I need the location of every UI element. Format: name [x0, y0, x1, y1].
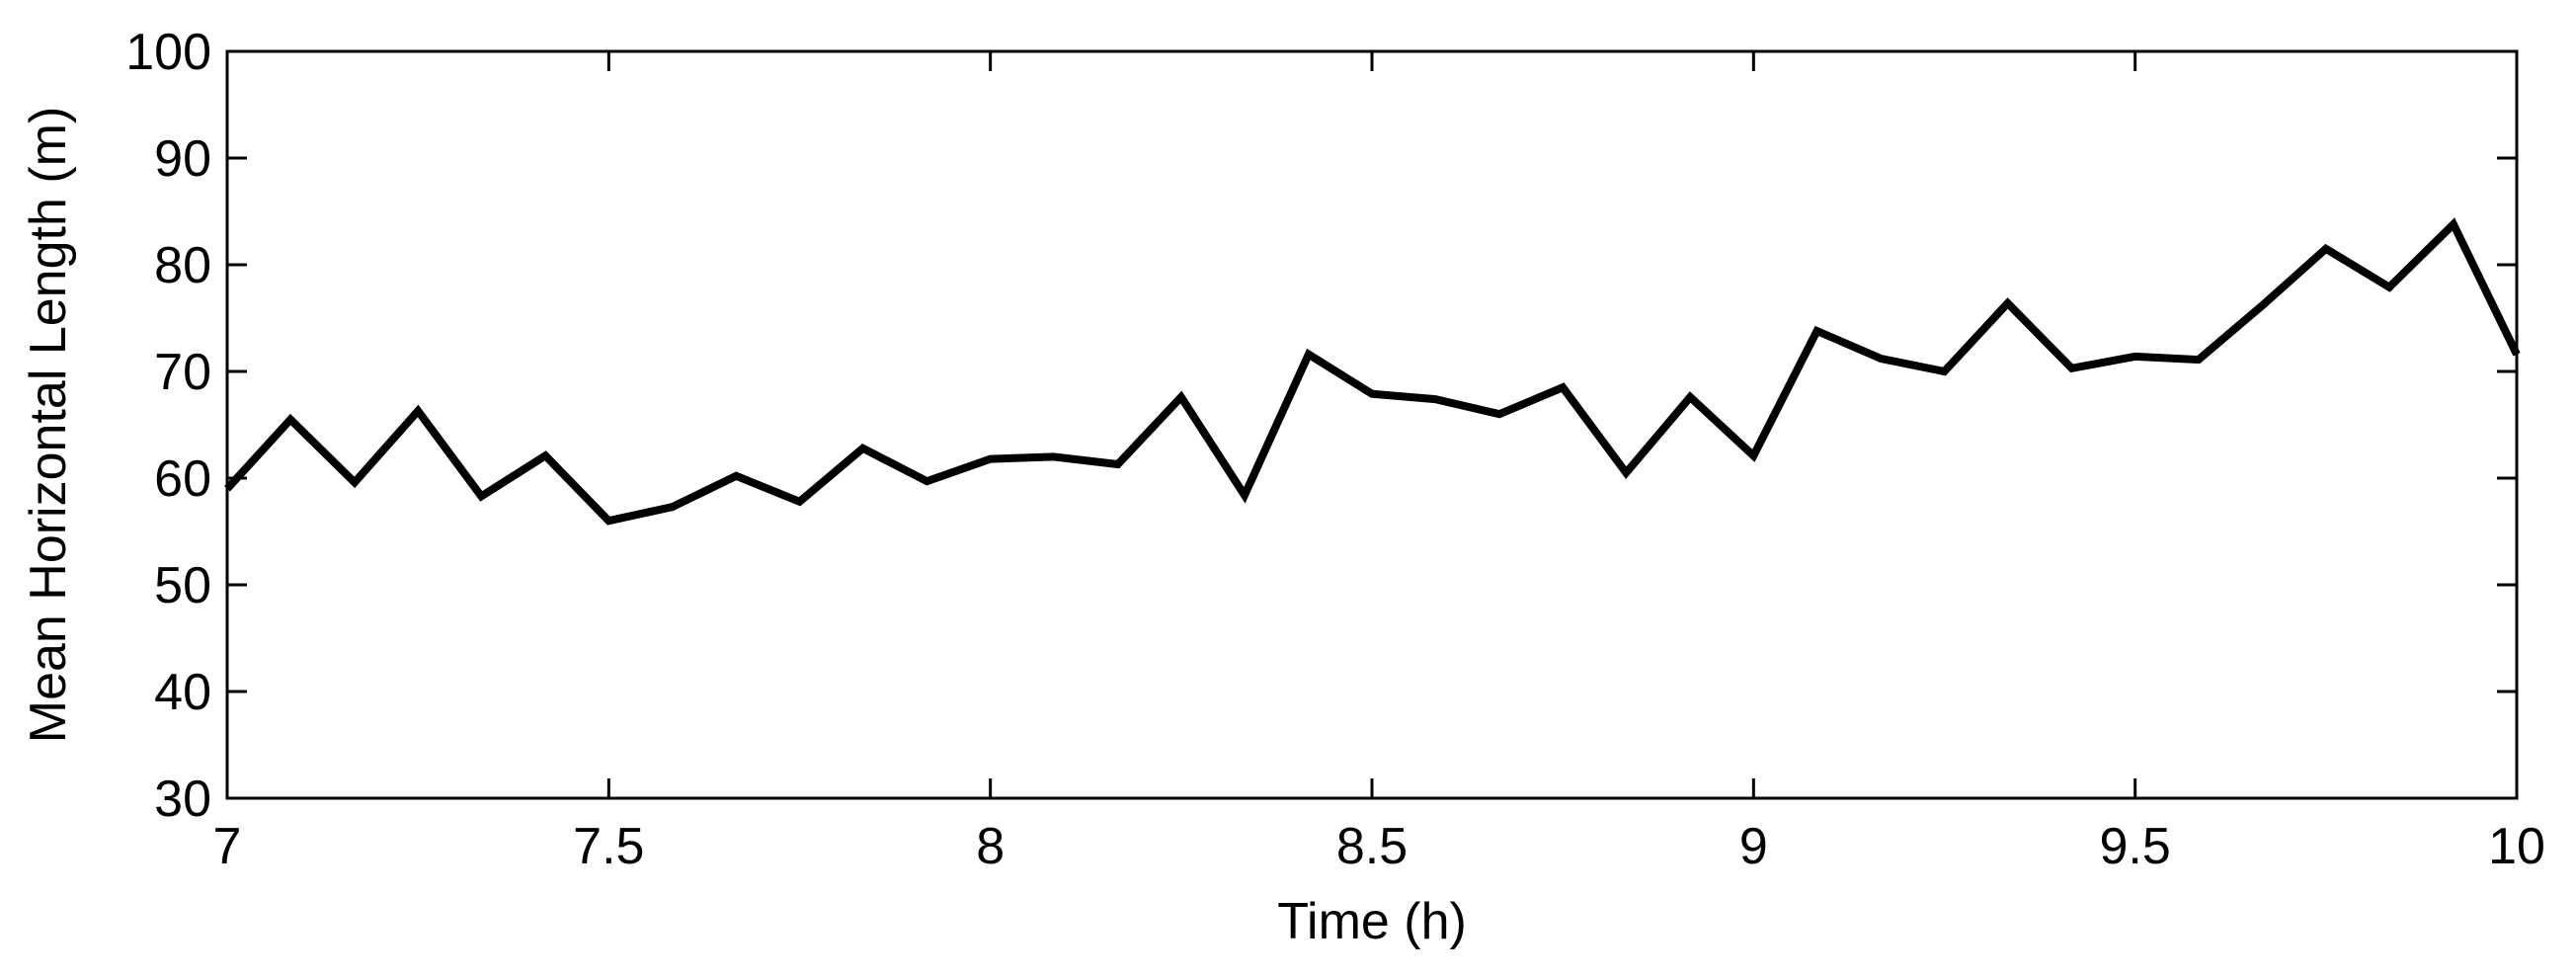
y-tick-label: 40: [154, 664, 211, 721]
x-tick-label: 10: [2488, 818, 2545, 875]
plot-frame: [225, 49, 2519, 800]
series-layer: [224, 217, 2521, 526]
y-tick-label: 30: [154, 771, 211, 828]
x-tick-label: 8: [976, 818, 1005, 875]
x-axis-label: Time (h): [1277, 893, 1467, 950]
y-tick-label: 60: [154, 450, 211, 508]
y-tick-label: 70: [154, 344, 211, 401]
y-axis-label: Mean Horizontal Length (m): [20, 107, 77, 744]
y-tick-label: 90: [154, 130, 211, 188]
y-tick-label: 50: [154, 557, 211, 614]
y-tick-label: 80: [154, 237, 211, 294]
x-tick-label: 8.5: [1336, 818, 1408, 875]
axis-tick-labels: 7 7.5 8 8.5 9 9.5 10 30 40 50 60 70 80 90 100: [125, 24, 2545, 875]
y-tick-label: 100: [125, 24, 211, 81]
x-tick-label: 7.5: [573, 818, 644, 875]
x-tick-label: 9.5: [2100, 818, 2171, 875]
series-line-0: [224, 217, 2521, 526]
x-tick-label: 7: [213, 818, 242, 875]
axis-ticks: [225, 49, 2519, 800]
x-tick-label: 9: [1739, 818, 1768, 875]
